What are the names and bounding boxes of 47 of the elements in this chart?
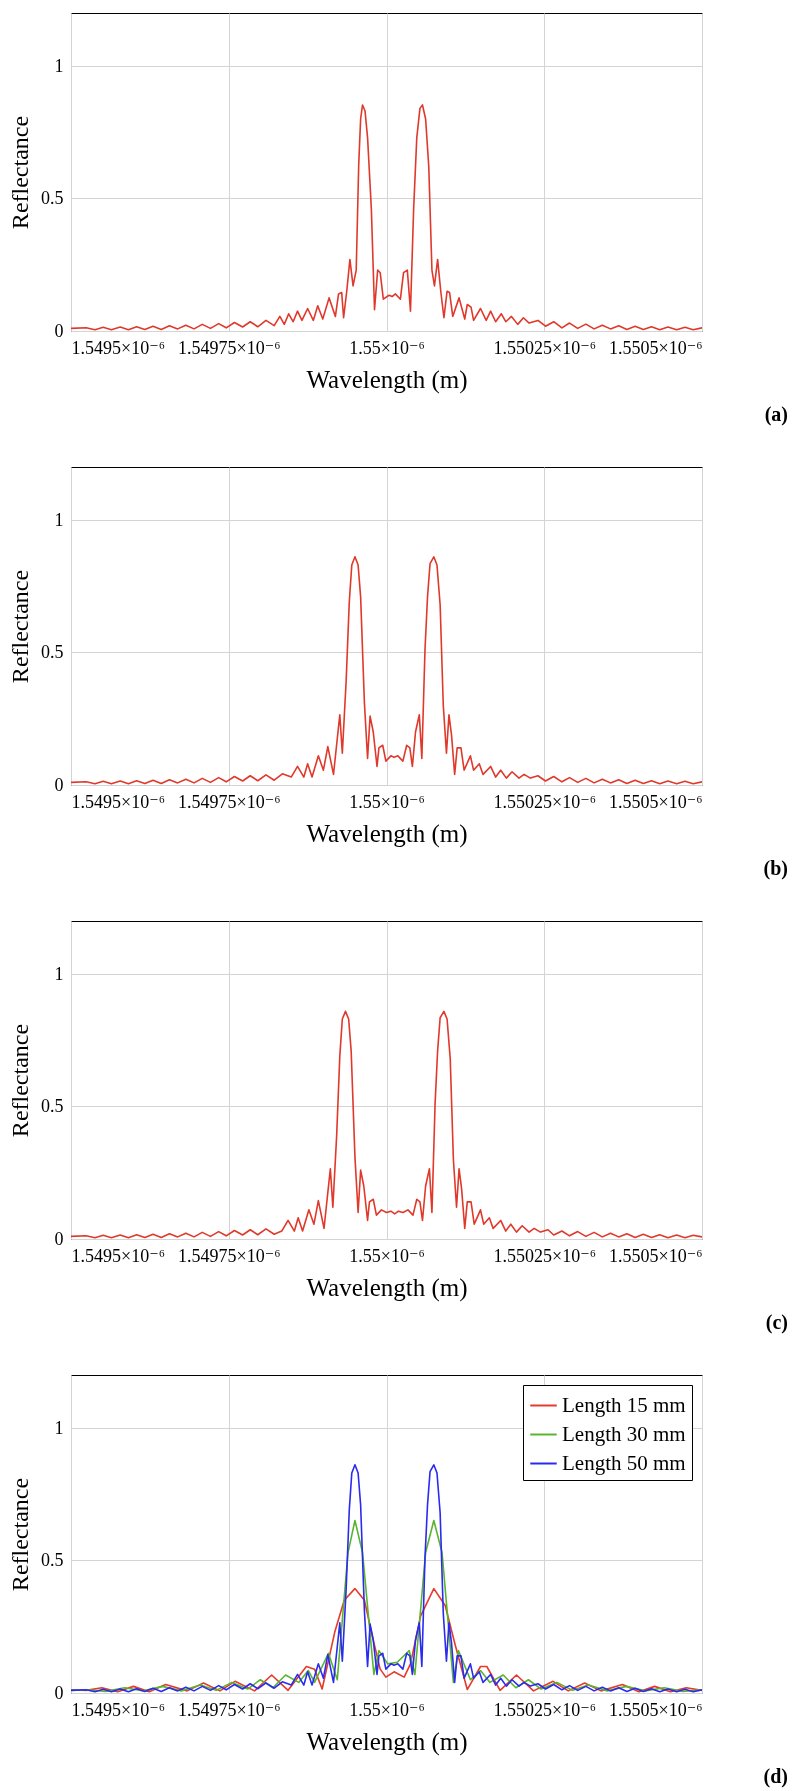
x-tick-label: 1.54975×10⁻⁶ bbox=[178, 791, 281, 812]
y-tick-label: 0 bbox=[54, 1682, 64, 1703]
x-tick-label: 1.55025×10⁻⁶ bbox=[493, 1245, 596, 1266]
y-axis-title: Reflectance bbox=[7, 115, 33, 230]
x-tick-label: 1.5495×10⁻⁶ bbox=[71, 791, 165, 812]
x-tick-label: 1.55×10⁻⁶ bbox=[349, 1245, 425, 1266]
legend-label: Length 50 mm bbox=[562, 1450, 686, 1475]
y-tick-label: 0 bbox=[54, 320, 64, 341]
x-axis-title: Wavelength (m) bbox=[306, 1727, 468, 1756]
text: (b) bbox=[763, 857, 788, 880]
text: (d) bbox=[763, 1765, 788, 1788]
x-axis-title: Wavelength (m) bbox=[306, 1273, 468, 1302]
x-tick-label: 1.55025×10⁻⁶ bbox=[493, 1699, 596, 1720]
y-tick-label: 1 bbox=[54, 509, 64, 530]
x-axis-title: Wavelength (m) bbox=[306, 819, 468, 848]
x-tick-label: 1.5495×10⁻⁶ bbox=[71, 1245, 165, 1266]
x-tick-label: 1.5505×10⁻⁶ bbox=[609, 791, 703, 812]
y-axis-title: Reflectance bbox=[7, 1477, 33, 1592]
x-tick-label: 1.54975×10⁻⁶ bbox=[178, 1245, 281, 1266]
x-tick-label: 1.5505×10⁻⁶ bbox=[609, 1699, 703, 1720]
text: (a) bbox=[764, 403, 788, 426]
x-tick-label: 1.54975×10⁻⁶ bbox=[178, 337, 281, 358]
y-tick-label: 0.5 bbox=[41, 642, 64, 662]
x-tick-label: 1.5495×10⁻⁶ bbox=[71, 337, 165, 358]
legend-label: Length 15 mm bbox=[562, 1392, 686, 1417]
x-tick-label: 1.55025×10⁻⁶ bbox=[493, 791, 596, 812]
y-tick-label: 1 bbox=[54, 963, 64, 984]
x-tick-label: 1.55×10⁻⁶ bbox=[349, 791, 425, 812]
x-tick-label: 1.55025×10⁻⁶ bbox=[493, 337, 596, 358]
x-tick-label: 1.55×10⁻⁶ bbox=[349, 337, 425, 358]
y-tick-label: 0 bbox=[54, 774, 64, 795]
y-tick-label: 1 bbox=[54, 55, 64, 76]
y-tick-label: 0.5 bbox=[41, 1550, 64, 1570]
y-tick-label: 1 bbox=[54, 1417, 64, 1438]
x-tick-label: 1.5505×10⁻⁶ bbox=[609, 1245, 703, 1266]
text: (c) bbox=[765, 1311, 788, 1334]
x-tick-label: 1.55×10⁻⁶ bbox=[349, 1699, 425, 1720]
x-axis-title: Wavelength (m) bbox=[306, 365, 468, 394]
y-tick-label: 0.5 bbox=[41, 188, 64, 208]
x-tick-label: 1.54975×10⁻⁶ bbox=[178, 1699, 281, 1720]
y-tick-label: 0 bbox=[54, 1228, 64, 1249]
legend-label: Length 30 mm bbox=[562, 1421, 686, 1446]
x-tick-label: 1.5495×10⁻⁶ bbox=[71, 1699, 165, 1720]
x-tick-label: 1.5505×10⁻⁶ bbox=[609, 337, 703, 358]
y-axis-title: Reflectance bbox=[7, 1023, 33, 1138]
y-tick-label: 0.5 bbox=[41, 1096, 64, 1116]
y-axis-title: Reflectance bbox=[7, 569, 33, 684]
